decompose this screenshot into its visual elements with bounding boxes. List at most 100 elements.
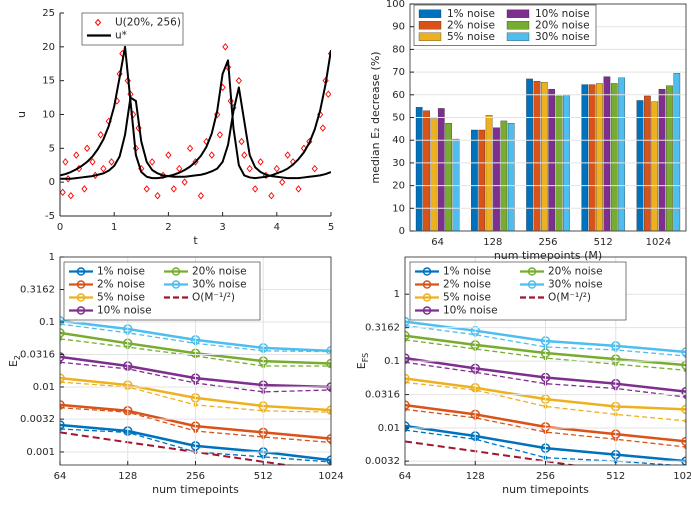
legend-label: 5% noise (447, 31, 495, 43)
bar (540, 82, 548, 231)
y-tick-label: 0.0032 (20, 414, 55, 425)
bar (452, 138, 460, 231)
bar (548, 88, 556, 231)
data-point (97, 131, 104, 139)
data-point (681, 436, 686, 447)
chart-panel: 0.0032 0.01 0.0316 0.1 0.3162 1 64 128 256 512 102… (355, 256, 691, 496)
legend: U(20%, 256)u* (81, 12, 184, 46)
data-point (67, 191, 74, 200)
legend-label: 5% noise (443, 292, 491, 304)
legend-label: u* (115, 30, 127, 42)
bar (507, 123, 515, 231)
data-point (268, 191, 275, 200)
data-point (295, 185, 302, 193)
y-tick-label: 0.1 (384, 356, 400, 367)
legend-marker (527, 280, 537, 289)
bar (555, 95, 563, 231)
y-tick-label: 0.01 (33, 382, 55, 393)
legend-marker (76, 280, 86, 289)
y-tick-label: -5 (45, 211, 55, 222)
data-point (143, 185, 150, 193)
legend-label: 10% noise (535, 8, 590, 20)
series-line (405, 408, 686, 448)
y-tick-label: 10 (392, 203, 405, 214)
bar (493, 127, 500, 231)
y-tick-label: 70 (392, 67, 405, 78)
bar (445, 123, 452, 231)
bar (588, 84, 596, 231)
data-point (326, 405, 331, 415)
data-point (60, 373, 65, 383)
legend-swatch (506, 9, 530, 18)
y-axis-label-sub: 2 (13, 355, 22, 360)
bar (485, 115, 493, 231)
data-point (681, 360, 686, 370)
legend-box (413, 4, 597, 46)
legend-marker (171, 267, 181, 276)
legend-marker (422, 280, 432, 289)
data-point (216, 131, 223, 139)
data-point (257, 158, 264, 166)
x-tick-label: 128 (466, 471, 485, 482)
legend-marker (76, 306, 86, 315)
legend-marker (76, 267, 86, 276)
x-tick-label: 2 (165, 222, 171, 233)
data-point (326, 455, 331, 465)
legend-swatch (506, 32, 530, 41)
data-point (681, 404, 686, 415)
y-tick-label: 90 (392, 22, 405, 33)
data-point (60, 420, 65, 430)
x-axis-label: num timepoints (502, 483, 589, 496)
legend-label: O(M⁻¹/²) (548, 292, 591, 304)
y-tick-label: 0 (399, 226, 405, 237)
data-point (60, 316, 65, 326)
bar (471, 129, 478, 231)
plot-area (415, 73, 681, 231)
legend-box (63, 261, 261, 321)
y-tick-label: 0.0316 (20, 350, 55, 361)
data-point (60, 188, 66, 197)
y-tick-label: 10 (42, 110, 55, 121)
data-point (405, 400, 410, 410)
chart-panel: 0.001 0.0032 0.01 0.0316 0.1 0.3162 1 64 128 256 5… (7, 252, 344, 496)
data-point (84, 144, 91, 153)
y-tick-label: 1 (49, 252, 55, 263)
x-tick-label: 0 (57, 222, 63, 233)
chart-panel: 0 10 20 30 40 50 60 70 80 90 100 64 128 256 512 1024 num… (369, 0, 687, 262)
bar (666, 85, 673, 231)
axes-box (409, 3, 687, 232)
bar (644, 95, 651, 231)
x-tick-label: 3 (219, 222, 225, 233)
y-axis-label: median E₂ decrease (%) (369, 51, 382, 183)
y-axis-label-main: E (7, 360, 20, 367)
data-point (165, 151, 172, 159)
bar (673, 73, 681, 231)
legend-label: 20% noise (548, 266, 603, 278)
x-tick-label: 64 (399, 471, 412, 482)
data-point (60, 400, 65, 410)
data-point (108, 158, 115, 166)
y-tick-label: 0.1 (39, 317, 55, 328)
y-tick-label: 0 (49, 177, 55, 188)
legend-label: 30% noise (548, 279, 603, 291)
series-line (405, 339, 686, 371)
data-point (214, 110, 221, 119)
bar (603, 76, 611, 231)
data-point (681, 347, 686, 357)
legend-label: 30% noise (535, 31, 590, 43)
data-point (246, 164, 253, 173)
legend-label: 10% noise (97, 305, 152, 317)
y-tick-label: 0.01 (378, 423, 400, 434)
legend-label: 1% noise (443, 266, 491, 278)
legend-swatch (418, 21, 442, 30)
legend-swatch (506, 21, 530, 30)
series-line (405, 440, 578, 465)
y-tick-label: 15 (42, 76, 55, 87)
legend-marker (422, 293, 432, 302)
data-point (222, 43, 229, 51)
data-point (197, 191, 205, 200)
bar (500, 120, 508, 231)
x-tick-label: 64 (431, 237, 444, 248)
data-point (181, 178, 188, 186)
